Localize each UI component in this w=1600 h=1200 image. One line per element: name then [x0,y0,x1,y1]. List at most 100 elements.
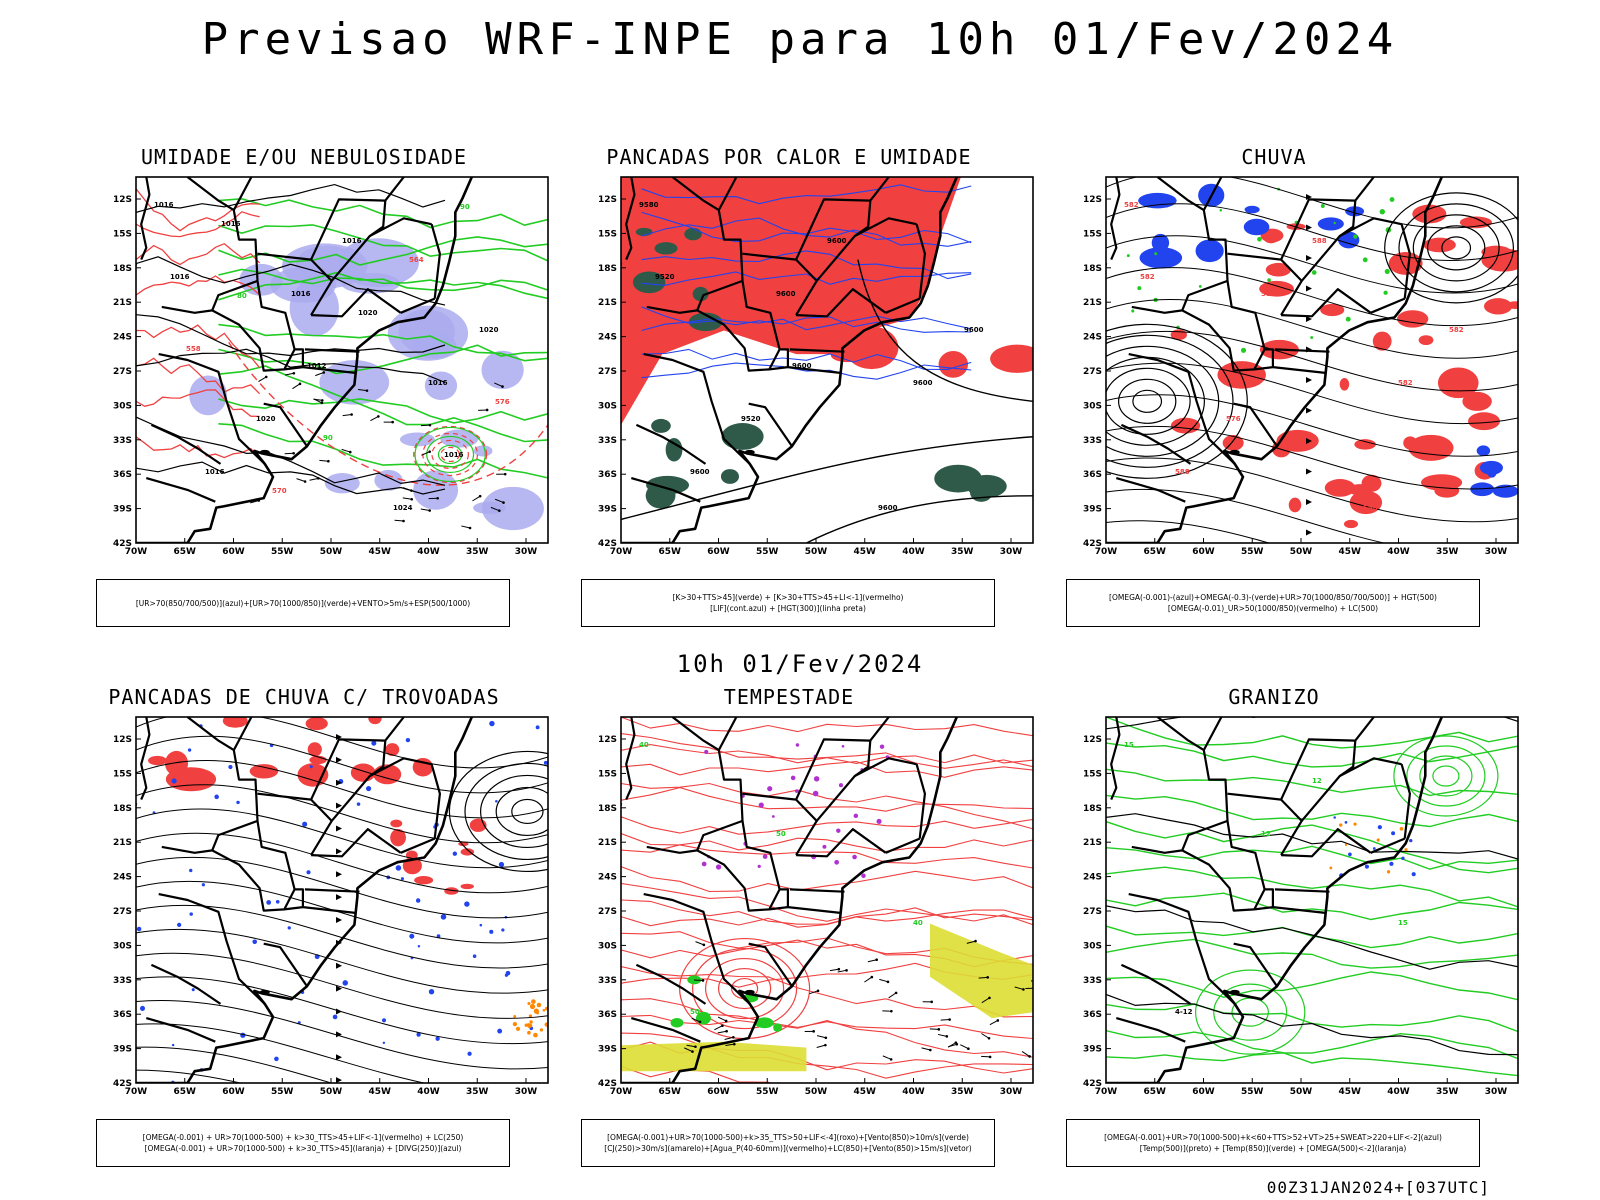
wind-vector-head [732,1035,735,1039]
divergence-blue-dot [236,800,240,805]
country-border [635,423,707,465]
country-border [430,763,441,839]
lon-tick-label: 50W [320,1087,343,1097]
jet-yellow-area [621,1041,807,1072]
wind-vector-head [733,1042,736,1046]
temp500-black-contour [1106,717,1518,730]
contour-label: 582 [1124,201,1139,209]
wind-vector-head [503,472,507,476]
country-border [1227,792,1303,856]
country-border [796,288,887,318]
country-border [643,893,751,1005]
temp850-green-contour [1106,971,1518,1001]
lon-tick-label: 35W [1436,547,1459,557]
country-border [232,717,253,751]
country-border [717,717,738,751]
country-border [748,942,793,987]
wind-vector-head [967,1047,970,1051]
lat-tick-label: 36S [1083,1010,1102,1020]
k-tts-green-area [665,437,683,462]
pressure-black-contour [136,461,446,495]
lc850-red-contour [621,787,1033,812]
wind-vector-head [824,1036,828,1040]
legend-line: [Temp(500)](preto) + [Temp(850)](verde) … [1139,1144,1407,1153]
wind-vector [882,1055,892,1060]
contour-label: 40 [913,919,923,927]
lif-blue-contour [641,271,972,286]
orange-dot [513,1015,517,1018]
omega-red-area [1412,204,1447,224]
streamline [136,928,548,994]
wind-vector-head [264,375,268,379]
lat-tick-label: 27S [113,367,132,377]
divergence-blue-dot [252,939,258,945]
temp850-green-contour [1106,845,1518,870]
wind-vector [370,415,379,422]
hgt500-black-contour [1106,334,1234,468]
purple-storm-dot [812,790,819,797]
divergence-blue-dot [501,928,505,932]
wind-vector-head [292,371,296,375]
stream-arrow [336,894,342,901]
divergence-blue-dot [187,748,192,752]
lat-tick-label: 30S [1083,401,1102,411]
panel-title: GRANIZO [1228,685,1320,709]
contour-label: 4-12 [1175,1008,1193,1016]
orange-dot [531,999,536,1004]
lon-tick-label: 60W [222,1087,245,1097]
lat-tick-label: 36S [598,1010,617,1020]
country-border [310,738,386,801]
wind-vector-head [1022,988,1025,991]
thickness-red-contour [136,436,261,459]
omega-red-area [1324,479,1356,497]
divergence-blue-dot [417,944,421,948]
humidity-blue-area [424,371,458,400]
divergence-blue-dot [489,929,494,934]
lat-tick-label: 12S [113,735,132,745]
hgt500-black-contour [1118,378,1177,424]
temp850-green-contour [1106,794,1518,828]
country-border [1300,740,1357,822]
contour-label: 576 [1226,415,1241,423]
country-border [1354,717,1375,742]
stream-arrow [1306,255,1312,261]
humidity-blue-area [189,375,227,416]
lon-tick-label: 70W [125,547,148,557]
storm-red-area [385,743,400,756]
omega-green-dot [1131,309,1135,313]
lon-tick-label: 50W [1290,1087,1313,1097]
wind-vector-head [930,1000,934,1004]
country-border [1202,717,1223,751]
wind-vector-head [890,1009,893,1013]
k-tts-green-area [684,227,702,241]
omega-orange-dot [1399,827,1404,831]
purple-storm-dot [767,786,773,792]
wind-vector [989,1020,999,1026]
lat-tick-label: 42S [113,1079,132,1089]
orange-dot [536,1002,542,1008]
lat-tick-label: 42S [598,539,617,549]
country-border [1233,942,1278,987]
wind-vector [494,498,504,504]
lc850-red-contour [621,965,1033,1018]
divergence-blue-dot [177,922,182,927]
streamline [1106,299,1518,359]
lon-tick-label: 30W [1485,1087,1508,1097]
country-border [284,348,304,371]
wind-vector-head [996,1019,1000,1022]
lc850-red-contour [704,957,785,1020]
humidity-blue-area [281,243,368,289]
wind-vector [725,1043,735,1047]
country-border [885,837,921,854]
wind-vector-head [845,969,848,972]
omega-green-dot [1310,336,1314,340]
lat-tick-label: 24S [113,873,132,883]
hgt-black-contour [806,495,1033,543]
country-border [1128,893,1236,1005]
streamline [1106,203,1518,261]
lif-blue-contour [641,315,972,332]
country-border [1128,353,1236,465]
contour-label: 9600 [792,362,812,370]
wind-vector [461,525,471,529]
